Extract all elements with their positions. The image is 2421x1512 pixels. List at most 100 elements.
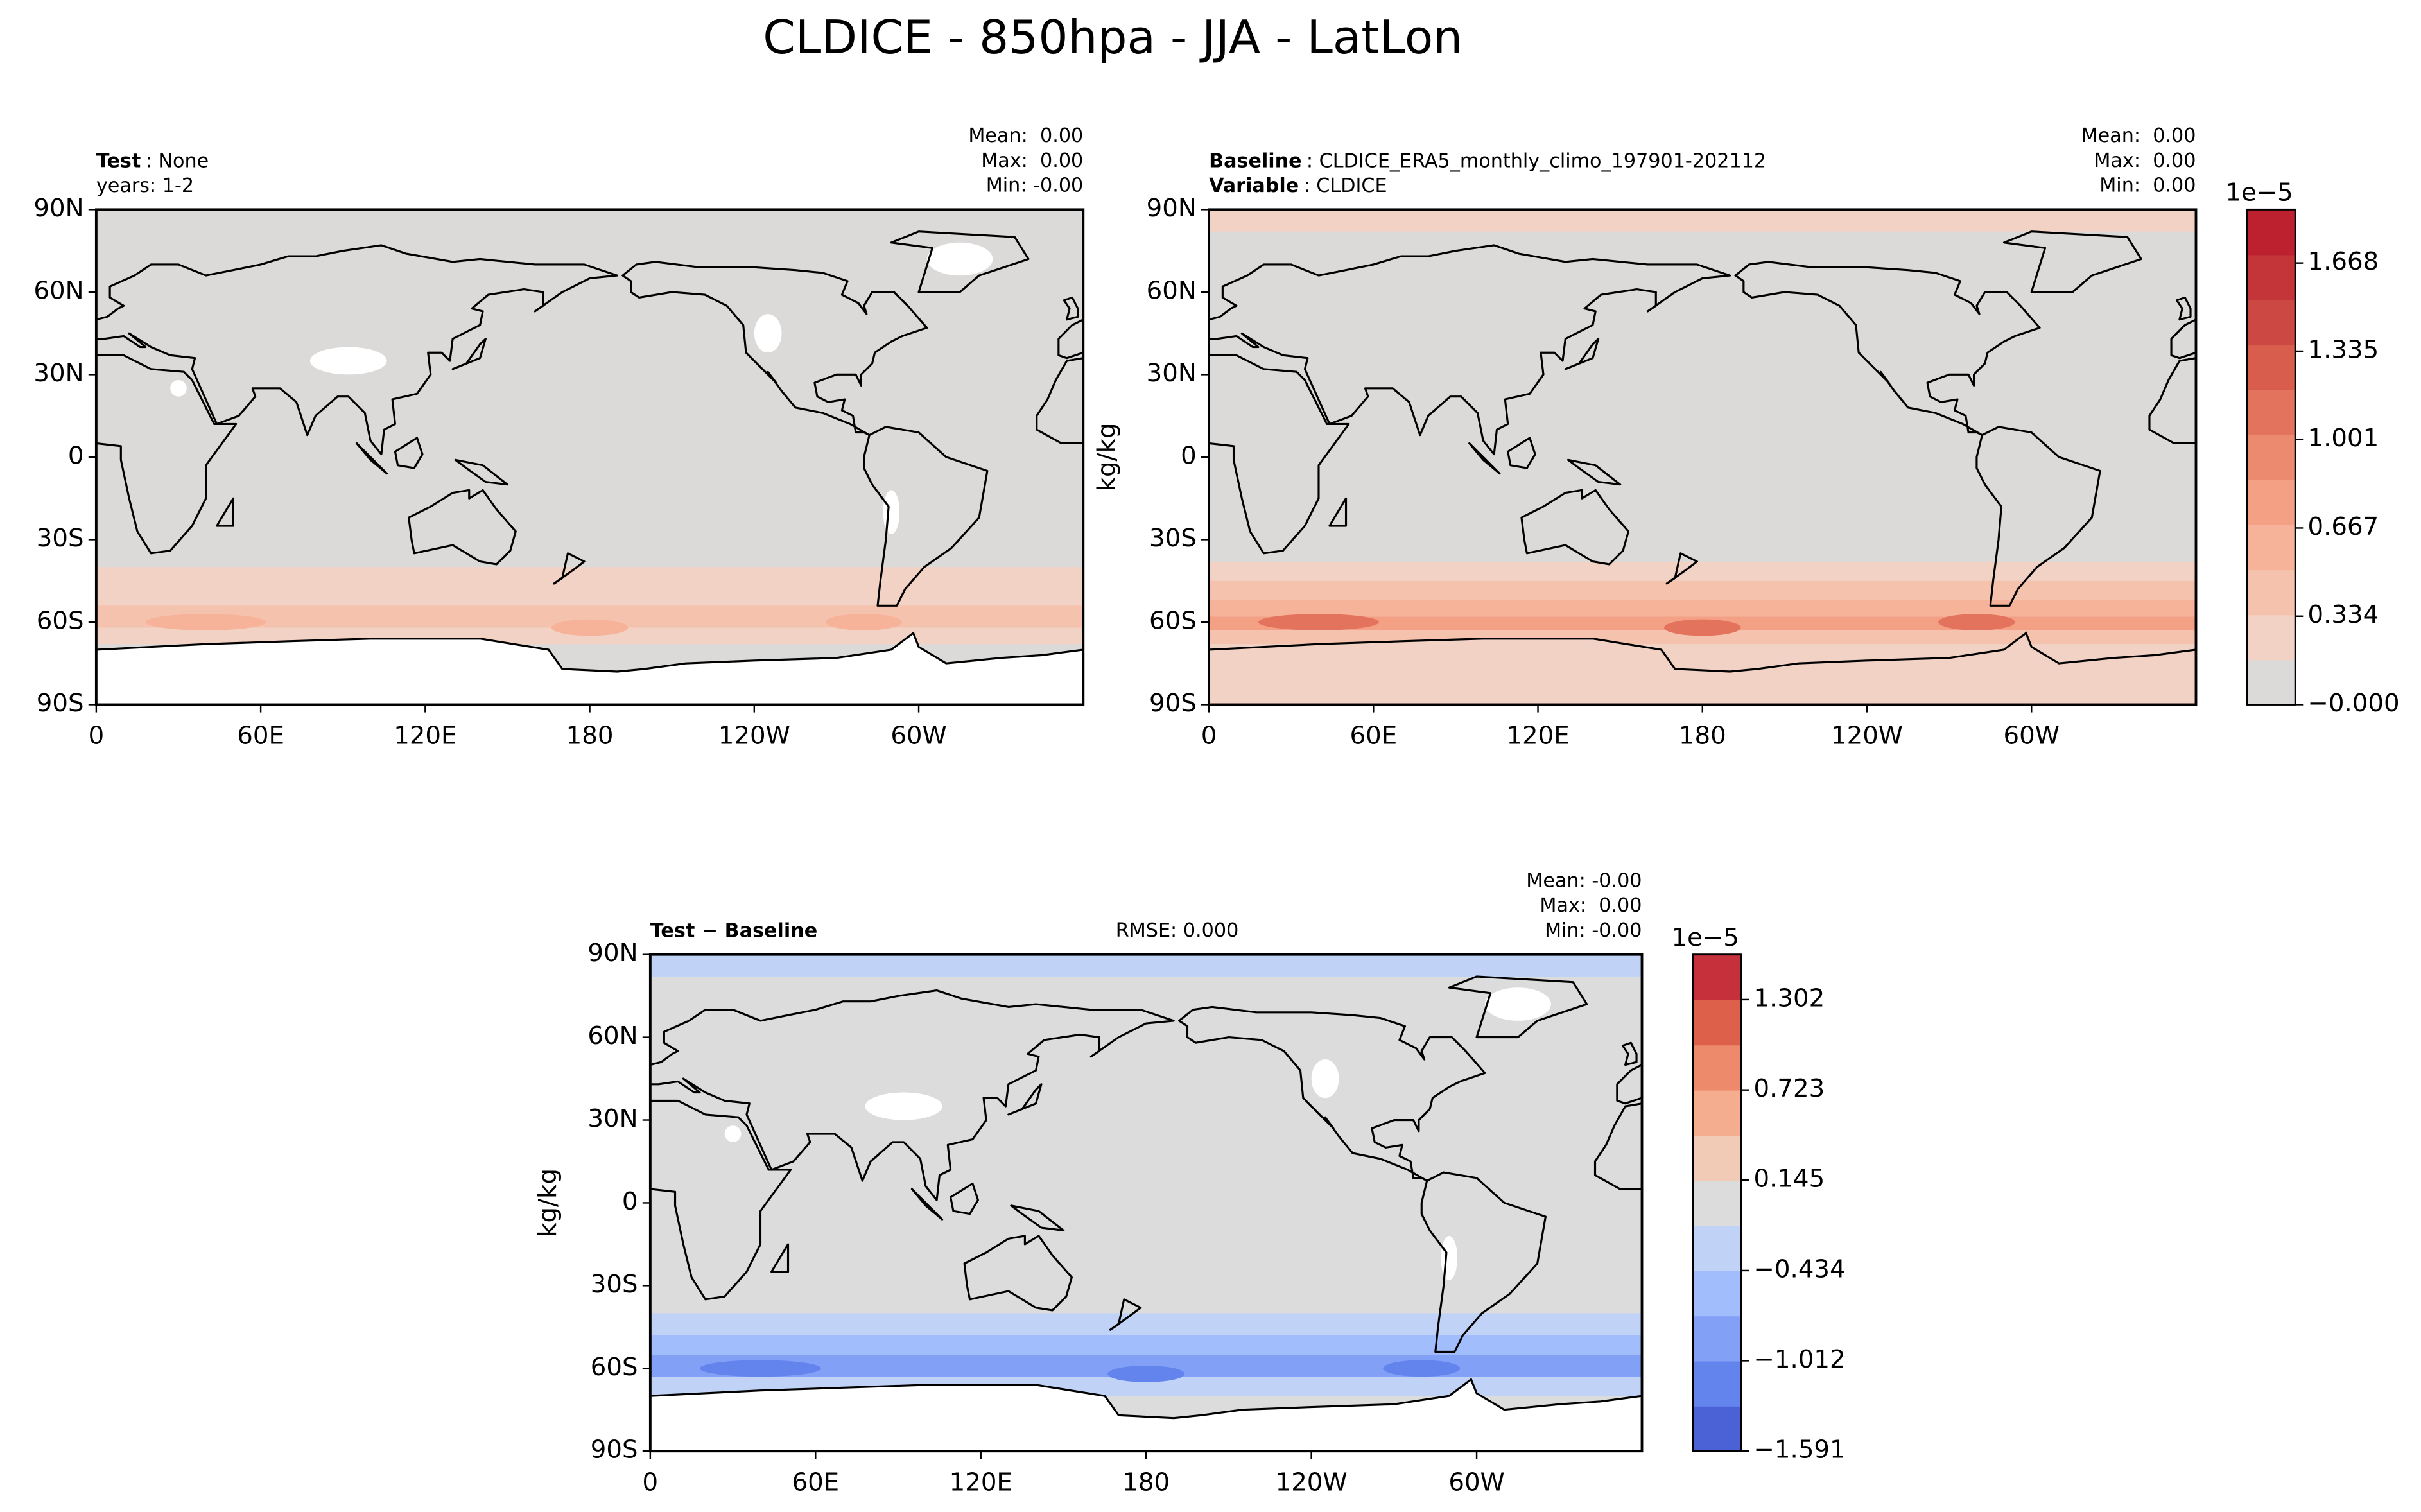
colorbar-segment — [2247, 344, 2296, 390]
field-missing — [754, 314, 782, 353]
coastline — [621, 261, 928, 437]
colorbar-frame — [1692, 953, 1742, 1452]
x-tick-label: 120W — [718, 722, 790, 751]
coastline — [553, 552, 586, 585]
y-tick-label: 60N — [587, 1021, 638, 1050]
coastline — [1328, 497, 1348, 527]
colorbar-segment — [1693, 999, 1742, 1046]
coastline — [2002, 230, 2142, 293]
field-patch — [1258, 614, 1379, 630]
field-missing — [926, 242, 993, 276]
antarctica-fill — [650, 1379, 1642, 1452]
coastline — [890, 230, 1030, 293]
field-band — [650, 954, 1642, 977]
stat-text: Mean: 0.00 — [2081, 125, 2196, 147]
y-tick-label: 60S — [1149, 606, 1197, 635]
colorbar-tick-label: 0.667 — [2308, 512, 2379, 541]
panel-title: Variable: CLDICE — [1209, 175, 1387, 197]
colorbar-tick-label: −0.434 — [1754, 1255, 1846, 1283]
stat-text: Max: 0.00 — [981, 150, 1083, 172]
colorbar-offset: 1e−5 — [1671, 923, 1739, 952]
stat-text: Mean: 0.00 — [968, 125, 1083, 147]
coastline — [963, 1235, 1073, 1312]
panel-title: Baseline: CLDICE_ERA5_monthly_climo_1979… — [1209, 150, 1766, 172]
x-tick-label: 60W — [1448, 1468, 1504, 1497]
stat-text: Mean: -0.00 — [1526, 870, 1642, 892]
coastline — [96, 244, 618, 456]
y-tick-label: 60N — [1147, 276, 1197, 305]
colorbar-tick-label: −1.591 — [1754, 1436, 1846, 1464]
colorbar-segment — [2247, 209, 2296, 256]
coastline — [2170, 318, 2196, 360]
field-missing — [883, 490, 900, 534]
coastline — [1593, 1102, 1642, 1190]
coastline — [2175, 296, 2192, 321]
colorbar-segment — [2247, 389, 2296, 435]
coastline — [1007, 1083, 1043, 1116]
coastline — [1036, 357, 1084, 444]
field-missing — [309, 347, 387, 375]
colorbar-segment — [1693, 954, 1742, 1000]
rmse-text: RMSE: 0.000 — [1116, 919, 1239, 942]
coastline — [1057, 318, 1084, 360]
coastline — [454, 458, 509, 486]
y-tick-label: 90N — [1147, 194, 1197, 223]
colorbar-segment — [2247, 659, 2296, 706]
field-band — [1209, 561, 2196, 581]
colorbar-segment — [2247, 525, 2296, 571]
coastline — [96, 354, 238, 555]
colorbar-segment — [1693, 1045, 1742, 1091]
title-key: Baseline — [1209, 150, 1302, 172]
colorbar-tick-label: 1.335 — [2308, 335, 2379, 364]
title-value: years: 1-2 — [96, 175, 194, 197]
colorbar-segment — [1693, 1180, 1742, 1226]
field-patch — [1383, 1360, 1461, 1377]
coastline — [1520, 489, 1630, 566]
colorbar-segment — [1693, 1090, 1742, 1136]
x-tick-label: 60E — [792, 1468, 839, 1497]
colorbar-segment — [2247, 254, 2296, 300]
antarctica-fill — [1209, 633, 2196, 705]
field-band — [1209, 600, 2196, 617]
coastline — [394, 437, 424, 469]
field-band — [1209, 209, 2196, 232]
field-band — [1209, 580, 2196, 600]
y-tick-label: 60N — [33, 276, 83, 305]
coastline — [1209, 354, 1350, 555]
panel-title: Test − Baseline — [650, 919, 817, 942]
y-tick-label: 0 — [68, 441, 84, 470]
coastline — [1209, 244, 1731, 456]
x-tick-label: 60E — [1350, 722, 1398, 751]
x-tick-label: 0 — [1201, 722, 1217, 751]
title-value: : None — [146, 150, 209, 172]
colorbar-segment — [2247, 614, 2296, 661]
y-tick-label: 60S — [37, 606, 84, 635]
field-patch — [1107, 1365, 1185, 1382]
coastline — [950, 1182, 979, 1215]
coastline — [770, 1243, 790, 1273]
coastline — [216, 497, 234, 527]
colorbar-tick-label: 1.001 — [2308, 424, 2379, 453]
x-tick-label: 120W — [1831, 722, 1903, 751]
coastline — [451, 338, 487, 370]
coastline — [1665, 552, 1698, 585]
field-patch — [1938, 614, 2015, 630]
coastline — [650, 989, 1175, 1201]
panel-title: years: 1-2 — [96, 175, 194, 197]
y-tick-label: 30S — [1149, 524, 1197, 553]
map-area — [96, 209, 1084, 705]
x-tick-label: 180 — [1122, 1468, 1170, 1497]
field-missing — [170, 379, 187, 397]
colorbar-segment — [2247, 299, 2296, 345]
x-tick-label: 0 — [643, 1468, 659, 1497]
colorbar-frame — [2246, 208, 2296, 706]
field-patch — [551, 619, 629, 636]
x-tick-label: 120W — [1276, 1468, 1348, 1497]
coastline — [1448, 975, 1588, 1039]
colorbar-segment — [1693, 1316, 1742, 1362]
stat-text: Min: -0.00 — [1545, 919, 1642, 942]
x-tick-label: 180 — [566, 722, 614, 751]
field-missing — [865, 1092, 942, 1120]
y-tick-label: 90S — [1149, 689, 1197, 718]
